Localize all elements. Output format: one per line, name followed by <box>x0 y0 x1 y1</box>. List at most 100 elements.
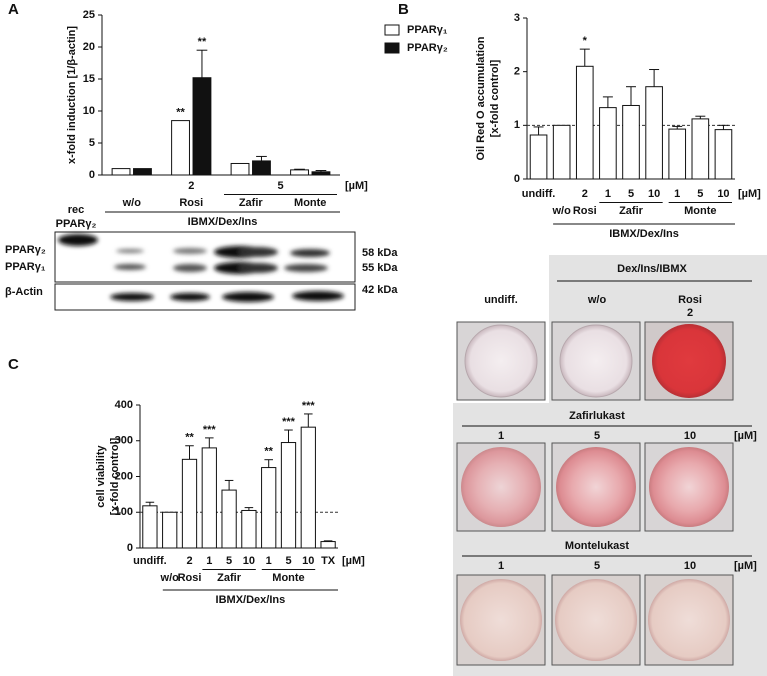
group-label: Zafir <box>619 205 644 217</box>
legend-label: PPARγ₂ <box>407 42 448 54</box>
y-tick-label: 10 <box>83 105 95 117</box>
significance: ** <box>185 432 194 444</box>
bar <box>241 509 257 549</box>
bar <box>201 447 217 549</box>
dose-label: 5 <box>594 430 600 442</box>
unit-label: [µM] <box>734 560 757 572</box>
bar <box>280 442 297 549</box>
blot-label: rec <box>68 204 85 216</box>
bar <box>230 162 250 176</box>
dose-label: 5 <box>594 560 600 572</box>
size-label: 55 kDa <box>362 262 398 274</box>
bar <box>668 128 687 180</box>
row-title: Montelukast <box>565 540 630 552</box>
x-tick-label: 2 <box>186 555 192 567</box>
bar <box>162 511 178 549</box>
bar <box>252 160 271 176</box>
panel-label: B <box>398 1 409 18</box>
y-axis-label: Oil Red O accumulation <box>475 36 487 160</box>
y-tick-label: 300 <box>115 435 133 447</box>
bar <box>714 129 733 180</box>
unit-label: [µM] <box>342 555 365 567</box>
band-label: PPARγ₁ <box>5 261 46 273</box>
dose-label: 1 <box>498 560 504 572</box>
panel-label: A <box>8 1 19 18</box>
y-tick-label: 0 <box>127 542 133 554</box>
bar <box>645 86 663 180</box>
bar <box>181 458 198 549</box>
x-tick-label: undiff. <box>133 555 167 567</box>
significance: *** <box>282 416 296 428</box>
blot-bands <box>58 234 344 302</box>
dose-label: 10 <box>684 560 696 572</box>
bar <box>552 124 571 180</box>
dish-photo <box>551 321 641 401</box>
x-tick-label: w/o <box>551 205 571 217</box>
bar <box>290 169 309 176</box>
bar <box>171 120 190 176</box>
dose-label: 1 <box>498 430 504 442</box>
x-tick-label: Monte <box>294 197 326 209</box>
y-tick-label: 25 <box>83 9 95 21</box>
bar <box>599 107 617 180</box>
x-tick-label: undiff. <box>522 188 556 200</box>
x-tick-label: 5 <box>226 555 232 567</box>
unit-label: [µM] <box>345 180 368 192</box>
y-axis-label: cell viability <box>95 444 107 507</box>
y-tick-label: 100 <box>115 506 133 518</box>
y-tick-label: 1 <box>514 119 520 131</box>
dish-photo <box>644 442 734 532</box>
row-title: Zafirlukast <box>569 410 625 422</box>
bar <box>133 168 152 176</box>
x-tick-label: 1 <box>674 188 680 200</box>
y-tick-label: 20 <box>83 41 95 53</box>
y-tick-label: 5 <box>89 137 95 149</box>
y-tick-label: 400 <box>115 399 133 411</box>
y-tick-label: 15 <box>83 73 95 85</box>
dish-photo <box>551 442 641 532</box>
x-tick-label: TX <box>321 555 336 567</box>
band-label: PPARγ₂ <box>5 244 46 256</box>
y-tick-label: 2 <box>514 66 520 78</box>
group-label: Monte <box>272 572 304 584</box>
footer-label: IBMX/Dex/Ins <box>609 228 679 240</box>
unit-label: [µM] <box>738 188 761 200</box>
x-tick-label: 2 <box>188 180 194 192</box>
column-label: 2 <box>687 307 693 319</box>
band-label: β-Actin <box>5 286 43 298</box>
y-tick-label: 0 <box>89 169 95 181</box>
y-axis-label: [x-fold control] <box>109 437 121 515</box>
x-tick-label: 5 <box>628 188 634 200</box>
x-tick-label: Rosi <box>179 197 203 209</box>
group-label: Monte <box>684 205 716 217</box>
bar <box>142 505 158 549</box>
group-label: 5 <box>277 180 283 192</box>
significance: * <box>583 35 588 47</box>
dish-photo <box>644 321 734 401</box>
column-label: Rosi <box>678 294 702 306</box>
dish-photo <box>456 574 546 666</box>
footer-label: IBMX/Dex/Ins <box>216 594 286 606</box>
footer-label: IBMX/Dex/Ins <box>188 216 258 228</box>
x-tick-label: 10 <box>648 188 660 200</box>
legend-swatch <box>384 24 400 36</box>
x-tick-label: 1 <box>206 555 212 567</box>
significance: *** <box>203 424 217 436</box>
x-tick-label: w/o <box>160 572 180 584</box>
x-tick-label: Rosi <box>178 572 202 584</box>
x-tick-label: 10 <box>243 555 255 567</box>
panel-label: C <box>8 356 19 373</box>
dish-photo <box>456 321 546 401</box>
column-label: undiff. <box>484 294 518 306</box>
y-tick-label: 200 <box>115 470 133 482</box>
significance: ** <box>198 36 207 48</box>
legend-swatch <box>384 42 400 54</box>
photo-panel: Dex/Ins/IBMX undiff. w/o Rosi 2 Zafirluk… <box>453 255 767 676</box>
significance: ** <box>264 446 273 458</box>
x-tick-label: 10 <box>302 555 314 567</box>
bar <box>691 118 710 180</box>
x-tick-label: Rosi <box>573 205 597 217</box>
x-tick-label: 1 <box>266 555 272 567</box>
dose-label: 10 <box>684 430 696 442</box>
